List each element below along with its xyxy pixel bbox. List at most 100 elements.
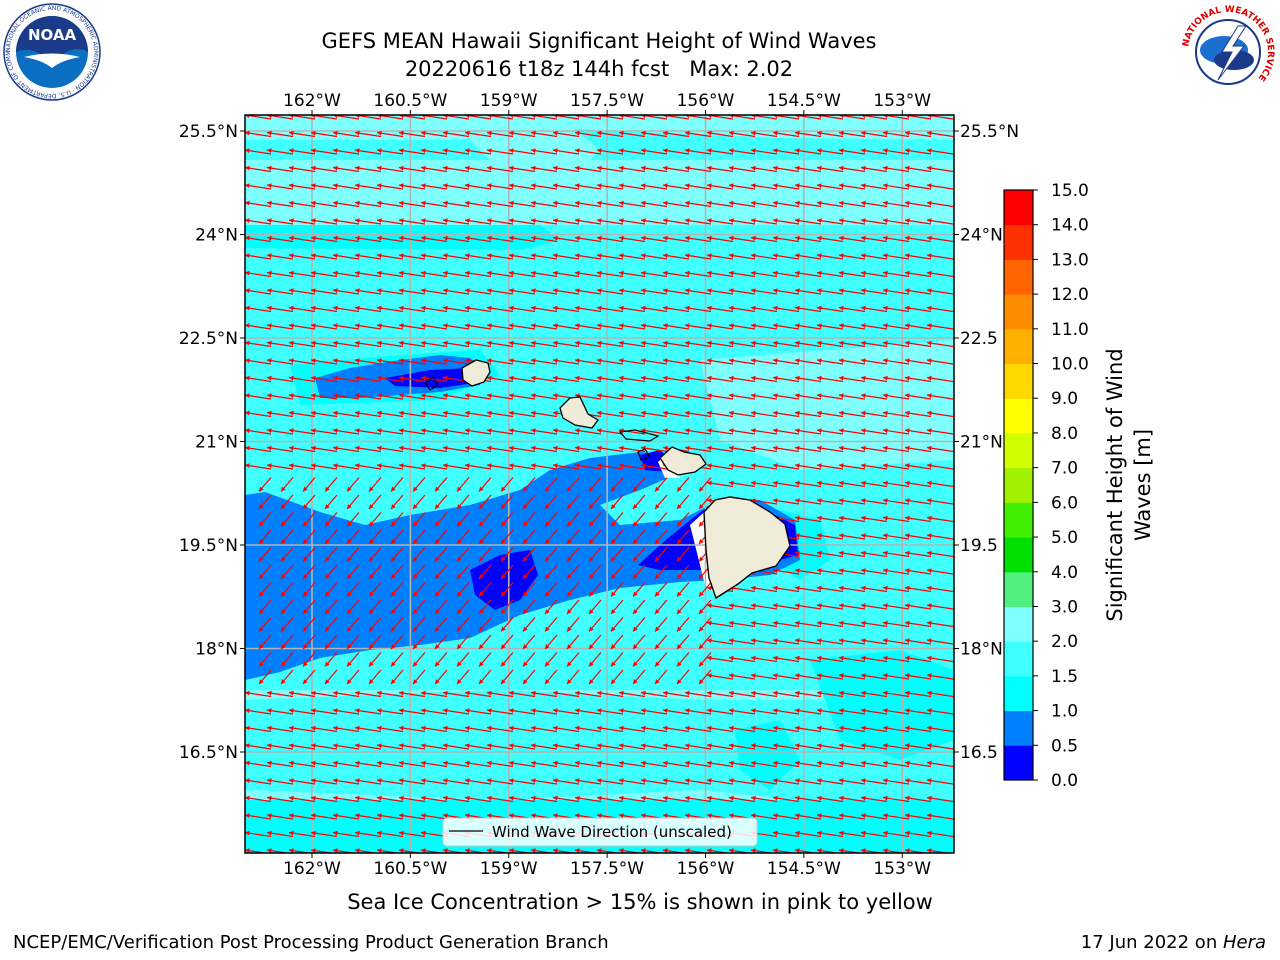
wave-arrow <box>860 673 888 680</box>
wave-arrow <box>618 130 646 138</box>
wave-arrow <box>904 550 932 558</box>
wave-arrow <box>794 725 822 733</box>
wave-arrow <box>398 813 426 820</box>
wave-arrow <box>245 253 272 260</box>
wave-arrow <box>662 340 690 348</box>
wave-arrow <box>302 652 316 667</box>
wave-arrow <box>280 652 294 667</box>
wave-arrow <box>398 445 426 453</box>
wave-arrow <box>860 848 885 853</box>
wave-arrow <box>302 617 316 632</box>
wave-arrow <box>354 393 382 400</box>
wave-arrow <box>794 603 822 610</box>
wave-arrow <box>750 620 778 628</box>
wave-arrow <box>838 270 866 278</box>
wave-arrow <box>368 477 382 492</box>
wave-arrow <box>434 564 448 580</box>
noaa-text: NOAA <box>28 26 77 44</box>
wave-arrow <box>772 130 800 138</box>
wave-arrow <box>882 568 910 575</box>
wave-arrow <box>456 564 470 580</box>
wave-arrow <box>772 200 800 208</box>
wave-arrow <box>772 673 800 680</box>
wave-arrow <box>706 708 734 715</box>
wave-arrow <box>478 547 492 562</box>
wave-arrow <box>772 183 800 190</box>
wave-arrow <box>926 673 954 680</box>
wave-arrow <box>816 428 844 435</box>
wave-arrow <box>288 165 316 173</box>
wave-arrow <box>442 235 470 243</box>
wave-arrow <box>266 690 294 698</box>
wave-arrow <box>772 743 800 750</box>
wave-arrow <box>332 323 360 330</box>
wave-arrow <box>544 599 558 615</box>
wave-arrow <box>926 305 954 313</box>
wave-arrow <box>245 375 272 383</box>
wave-arrow <box>390 617 404 632</box>
wave-arrow <box>640 393 668 400</box>
wave-arrow <box>398 358 426 365</box>
wave-arrow <box>926 795 954 803</box>
wave-arrow <box>486 760 514 768</box>
wave-arrow <box>838 253 866 260</box>
wave-arrow <box>508 795 536 803</box>
wave-arrow <box>442 428 470 435</box>
wave-arrow <box>772 428 800 435</box>
wave-arrow <box>596 795 624 803</box>
wave-arrow <box>684 130 712 138</box>
wave-arrow <box>706 305 734 313</box>
wave-arrow <box>566 477 580 492</box>
wave-arrow <box>618 270 646 278</box>
wave-arrow <box>904 428 932 435</box>
wave-arrow <box>442 445 470 453</box>
wave-arrow <box>266 813 294 820</box>
wave-arrow <box>728 288 756 295</box>
wave-arrow <box>332 183 360 190</box>
wave-arrow <box>258 512 272 527</box>
wave-arrow <box>552 743 580 750</box>
wave-arrow <box>706 200 734 208</box>
wave-arrow <box>750 358 778 365</box>
wave-arrow <box>420 218 448 225</box>
wave-arrow <box>838 323 866 330</box>
wave-arrow <box>486 165 514 173</box>
wave-arrow <box>838 673 866 680</box>
wave-arrow <box>258 564 272 580</box>
wave-arrow <box>588 652 602 667</box>
wave-arrow <box>530 708 558 715</box>
wave-arrow <box>530 130 558 138</box>
wave-arrow <box>310 830 338 838</box>
wave-arrow <box>706 778 734 785</box>
wave-arrow <box>368 564 382 580</box>
wave-arrow <box>508 253 536 260</box>
wave-arrow <box>530 445 558 453</box>
wave-arrow <box>654 634 668 650</box>
wave-arrow <box>904 323 932 330</box>
wave-arrow <box>588 477 602 492</box>
wave-arrow <box>332 760 360 768</box>
wave-arrow <box>478 634 492 650</box>
wave-arrow <box>662 235 690 243</box>
wave-arrow <box>522 669 536 685</box>
wave-arrow <box>530 165 558 173</box>
wave-arrow <box>464 743 492 750</box>
wave-arrow <box>860 638 888 645</box>
wave-arrow <box>926 218 954 225</box>
wave-arrow <box>324 529 338 545</box>
wave-arrow <box>398 340 426 348</box>
wave-arrow <box>486 200 514 208</box>
wave-arrow <box>662 375 690 383</box>
wave-arrow <box>245 130 272 138</box>
lon-tick-label-top: 154.5°W <box>767 91 841 111</box>
wave-arrow <box>838 760 866 768</box>
wave-arrow <box>838 218 866 225</box>
wave-arrow <box>288 375 316 383</box>
wave-arrow <box>640 725 668 733</box>
lat-tick-label-right: 16.5 <box>960 743 998 763</box>
wave-arrow <box>750 165 778 173</box>
wave-arrow <box>420 393 448 400</box>
wave-arrow <box>632 599 646 615</box>
wave-arrow <box>574 848 599 853</box>
